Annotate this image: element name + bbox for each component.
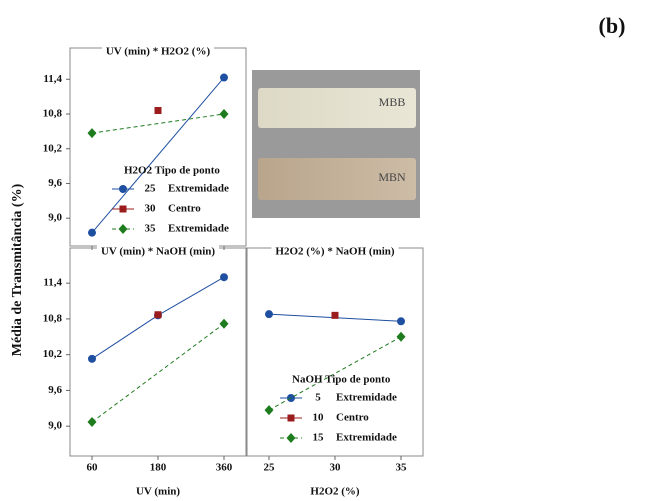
photo-label: MBB [379,95,406,109]
point [264,405,274,416]
y-tick-label: 9,6 [48,384,62,396]
legend-type: Extremidade [336,432,397,444]
x-tick-label: 35 [396,462,408,474]
point [397,317,405,326]
title-bg [101,44,215,58]
point [220,73,228,82]
panel-title: UV (min) * NaOH (min) [101,246,215,258]
point [265,310,273,319]
panel-title: UV (min) * H2O2 (%) [106,46,211,58]
panel-title: H2O2 (%) * NaOH (min) [275,246,394,258]
y-tick-label: 9,6 [48,177,62,189]
legend-name: 30 [145,203,157,215]
legend-name: 10 [313,412,325,424]
x-axis-label: H2O2 (%) [310,486,360,498]
title-bg [271,244,399,258]
sample-mbn [258,158,416,200]
y-tick-label: 10,8 [43,312,63,324]
point [396,331,406,342]
point [154,107,162,115]
legend-type: Extremidade [336,392,397,404]
point [287,414,295,422]
point [119,205,127,213]
point [119,185,127,193]
x-tick-label: 360 [216,462,233,474]
sample-mbb [258,88,416,128]
legend-type: Extremidade [168,223,229,235]
y-tick-label: 11,4 [43,73,62,85]
point [219,318,229,329]
series-line [91,323,225,423]
legend-type: Centro [336,412,369,424]
series-line [91,113,225,134]
point [331,311,339,319]
legend-type: Centro [168,203,201,215]
title-bg [96,244,220,258]
legend-title: NaOH Tipo de ponto [292,374,391,386]
panel-frame [69,47,247,247]
point [88,354,96,363]
point [118,224,128,234]
legend-name: 5 [315,392,321,404]
photo-label: MBN [378,170,406,184]
point [219,109,229,119]
y-tick-label: 9,0 [48,420,62,432]
point [220,273,228,282]
y-tick-label: 9,0 [48,212,62,224]
legend-title: H2O2 Tipo de ponto [124,165,220,177]
x-axis-label: UV (min) [136,486,180,498]
y-tick-label: 11,4 [43,277,62,289]
x-tick-label: 180 [150,462,167,474]
panel-frame [246,247,424,457]
panel-label: (b) [599,13,626,38]
x-tick-label: 25 [264,462,276,474]
x-tick-label: 60 [87,462,99,474]
point [287,394,295,402]
point [286,433,296,443]
y-tick-label: 10,8 [43,108,63,120]
x-tick-label: 30 [330,462,342,474]
y-tick-label: 10,2 [43,348,63,360]
y-axis-label: Média de Transmitância (%) [10,183,25,356]
point [87,128,97,139]
series-line [91,77,225,234]
legend-name: 25 [145,183,157,195]
y-tick-label: 10,2 [43,142,63,154]
legend-name: 35 [145,223,157,235]
point [87,417,97,428]
point [88,228,96,237]
legend-name: 15 [313,432,325,444]
legend-type: Extremidade [168,183,229,195]
point [154,311,162,319]
